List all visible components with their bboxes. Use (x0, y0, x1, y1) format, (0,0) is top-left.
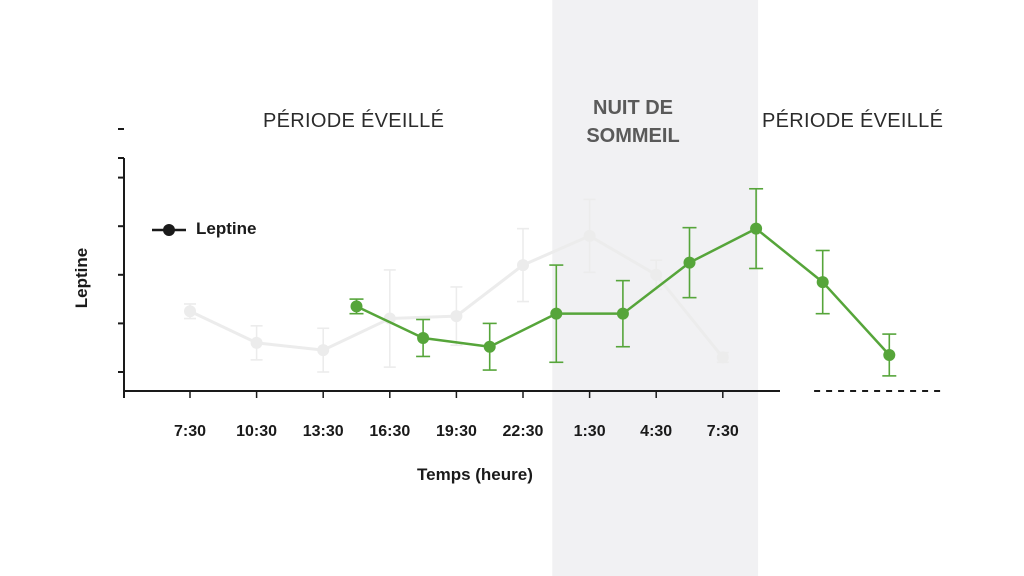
legend-marker (152, 224, 186, 236)
data-point (250, 336, 263, 349)
data-point (583, 229, 596, 242)
legend-label: Leptine (196, 219, 257, 238)
period-awake-left: PÉRIODE ÉVEILLÉ (263, 110, 445, 132)
x-axis-title: Temps (heure) (417, 465, 533, 484)
data-point (683, 256, 696, 269)
data-point (650, 268, 663, 281)
data-point (550, 307, 563, 320)
x-tick-label: 19:30 (436, 423, 477, 440)
data-point (816, 276, 829, 289)
x-tick-label: 16:30 (369, 423, 410, 440)
faded-series (184, 198, 729, 373)
data-point (517, 259, 529, 272)
night-label-line2: SOMMEIL (586, 125, 680, 147)
data-point (483, 340, 496, 353)
data-point (716, 351, 729, 364)
data-point (317, 344, 330, 357)
main-series (349, 187, 897, 377)
x-tick-label: 4:30 (640, 423, 672, 440)
data-point (616, 307, 629, 320)
data-point (883, 348, 896, 361)
period-awake-right: PÉRIODE ÉVEILLÉ (762, 110, 944, 132)
legend-dot (163, 224, 175, 236)
data-point (417, 331, 430, 344)
data-point (184, 305, 196, 318)
x-tick-label: 10:30 (236, 423, 277, 440)
x-tick-labels: 7:30 10:30 13:30 16:30 19:30 22:30 1:30 4:30 7:3… (174, 423, 739, 440)
x-tick-label: 1:30 (574, 423, 606, 440)
data-point (450, 310, 463, 323)
x-tick-label: 7:30 (707, 423, 739, 440)
x-tick-label: 22:30 (503, 423, 544, 440)
y-axis-title: Leptine (72, 247, 92, 309)
night-label-line1: NUIT DE (593, 97, 673, 119)
axes (118, 128, 943, 398)
data-point (350, 300, 363, 313)
x-tick-label: 7:30 (174, 423, 206, 440)
x-tick-label: 13:30 (303, 423, 344, 440)
data-point (750, 222, 763, 235)
night-label: NUIT DE SOMMEIL (548, 94, 718, 150)
